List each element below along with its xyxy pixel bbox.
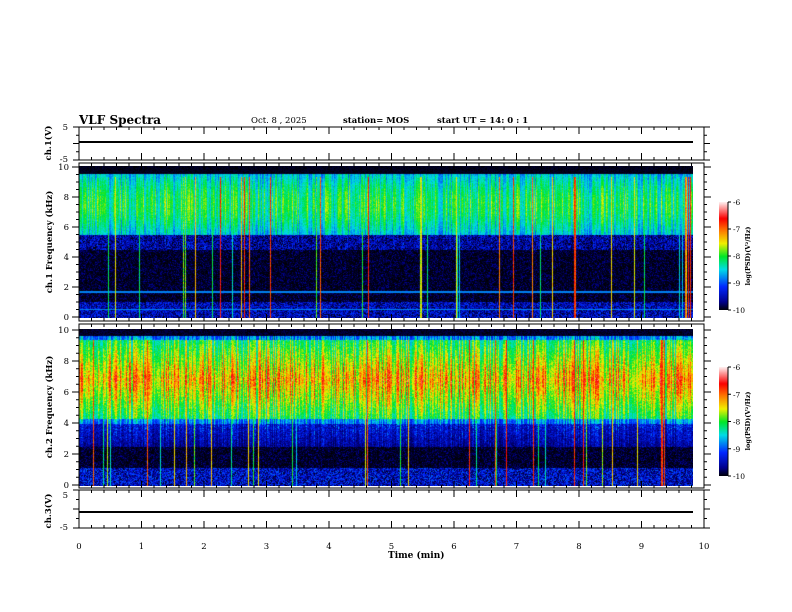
x-tick-label: 7 — [514, 542, 519, 552]
colorbar-tick-label: -6 — [733, 198, 741, 207]
y-tick-label: 2 — [64, 283, 69, 293]
figure-title: VLF Spectra — [78, 113, 161, 127]
y-tick-label: 6 — [64, 388, 69, 398]
colorbar-ch2-labels: log(PSD)(V²/Hz) -6 -7 -8 -9 -10 — [727, 363, 752, 481]
colorbar-tick-label: -8 — [733, 418, 741, 427]
colorbar-tick-label: -6 — [733, 363, 741, 372]
panel-frame — [78, 323, 705, 489]
y-tick-label: 0 — [64, 313, 69, 323]
y-tick-label: 4 — [64, 253, 69, 263]
x-tick-label: 0 — [76, 542, 81, 552]
y-tick-label: 10 — [58, 326, 69, 336]
ch3-waveform-panel: ch.3(V) 5 -5 — [43, 491, 68, 533]
colorbar-tick-label: -9 — [733, 445, 741, 454]
x-tick-label: 2 — [201, 542, 206, 552]
y-tick-label: 5 — [63, 491, 68, 501]
y-tick-label: 5 — [63, 123, 68, 133]
ch2-spectrogram-panel: ch.2 Frequency (kHz) 0 2 4 6 8 10 — [44, 326, 711, 491]
ch1-spectrogram-ylabel: ch.1 Frequency (kHz) — [44, 191, 55, 294]
ch1-waveform-panel: ch.1(V) 5 -5 — [43, 123, 68, 165]
x-tick-label: 3 — [264, 542, 269, 552]
x-tick-label: 6 — [451, 542, 456, 552]
date-label: Oct. 8 , 2025 — [251, 116, 307, 126]
y-tick-label: 0 — [64, 481, 69, 491]
x-tick-label: 8 — [576, 542, 581, 552]
y-tick-label: -5 — [60, 155, 68, 165]
ch1-waveform-ylabel: ch.1(V) — [43, 126, 54, 161]
x-tick-label: 5 — [389, 542, 394, 552]
colorbar-ch1 — [719, 202, 728, 310]
x-axis-label: Time (min) — [388, 550, 445, 561]
panel-frame — [78, 162, 705, 322]
y-tick-label: 8 — [64, 357, 69, 367]
colorbar-label: log(PSD)(V²/Hz) — [744, 392, 752, 451]
colorbar-tick-label: -9 — [733, 279, 741, 288]
ch2-spectrogram-image — [79, 329, 693, 486]
ch1-spectrogram-panel: ch.1 Frequency (kHz) 0 2 4 6 8 10 — [44, 163, 711, 323]
colorbar-ch1-labels: log(PSD)(V²/Hz) -6 -7 -8 -9 -10 — [727, 198, 752, 315]
colorbar-tick-label: -8 — [733, 252, 741, 261]
ch1-spectrogram-image — [79, 166, 693, 318]
y-tick-label: 10 — [58, 163, 69, 173]
y-tick-label: -5 — [60, 523, 68, 533]
x-tick-label: 9 — [639, 542, 644, 552]
start-time-label: start UT = 14: 0 : 1 — [437, 116, 528, 126]
colorbar-tick-label: -10 — [733, 306, 745, 315]
colorbar-tick-label: -7 — [733, 225, 741, 234]
colorbar-tick-label: -10 — [733, 472, 745, 481]
colorbar-ch2 — [719, 367, 728, 476]
colorbar-tick-label: -7 — [733, 390, 741, 399]
y-tick-label: 6 — [64, 223, 69, 233]
ch3-waveform-ylabel: ch.3(V) — [43, 494, 54, 529]
y-tick-label: 8 — [64, 193, 69, 203]
x-tick-label: 10 — [699, 542, 710, 552]
x-tick-label: 1 — [139, 542, 144, 552]
y-tick-label: 2 — [64, 450, 69, 460]
ch2-spectrogram-ylabel: ch.2 Frequency (kHz) — [44, 356, 55, 459]
x-tick-labels: 0 1 2 3 4 5 6 7 8 9 10 — [76, 542, 709, 552]
station-label: station= MOS — [343, 116, 409, 126]
colorbar-label: log(PSD)(V²/Hz) — [744, 227, 752, 286]
y-tick-label: 4 — [64, 419, 69, 429]
x-tick-label: 4 — [326, 542, 331, 552]
